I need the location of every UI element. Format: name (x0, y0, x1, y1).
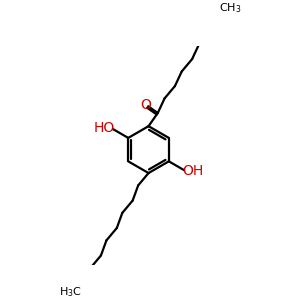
Text: H$_3$C: H$_3$C (59, 285, 82, 299)
Text: OH: OH (182, 164, 203, 178)
Text: O: O (140, 98, 151, 112)
Text: HO: HO (94, 122, 115, 135)
Text: CH$_3$: CH$_3$ (219, 2, 242, 15)
